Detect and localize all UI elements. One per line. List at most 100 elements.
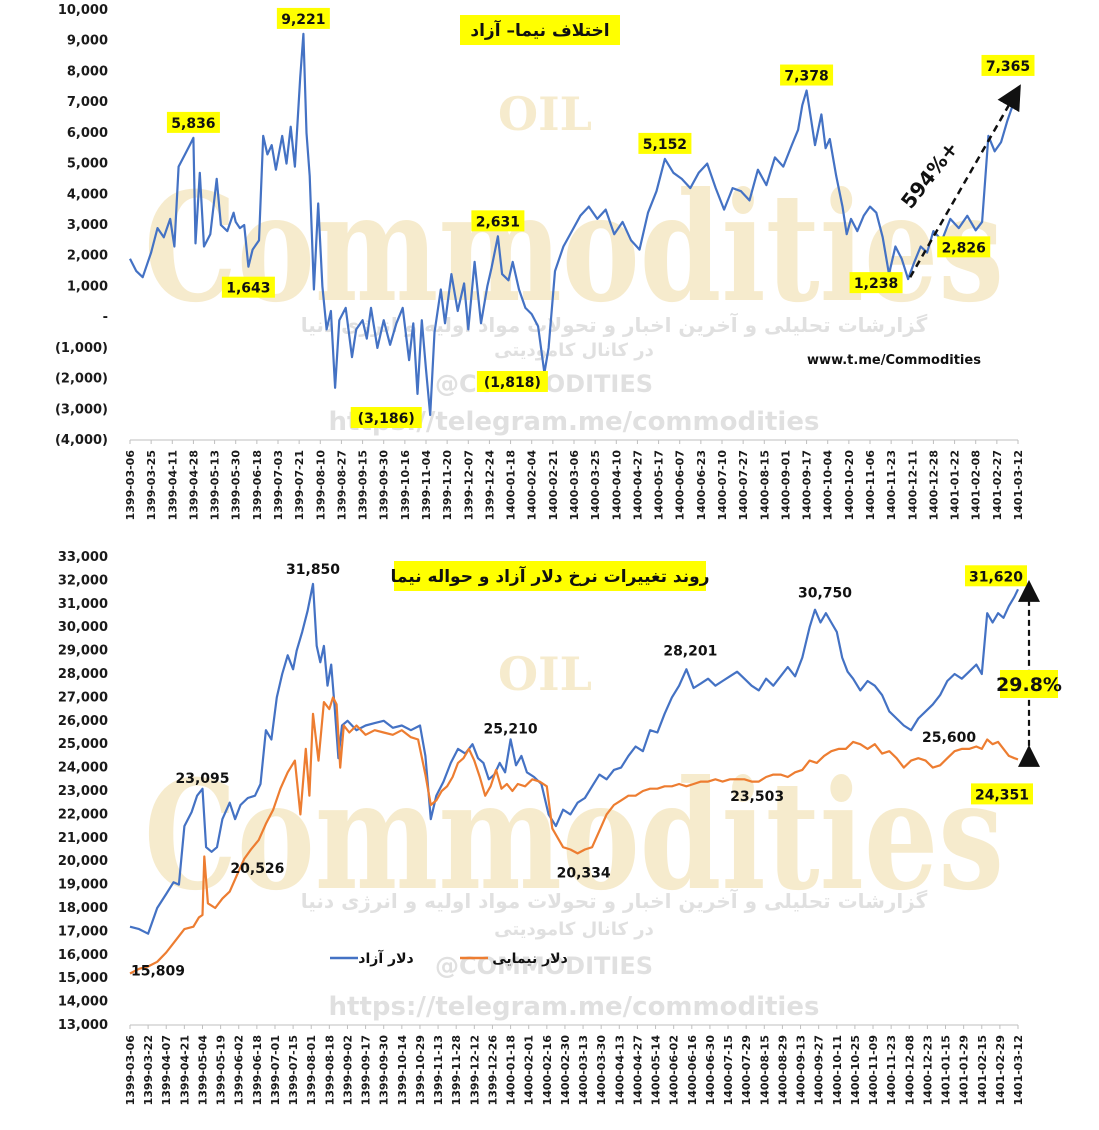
- x-tick-label: 1400-02-01: [523, 1035, 536, 1105]
- x-tick-label: 1401-01-22: [949, 450, 962, 520]
- watermark-persian-line1: گزارشات تحلیلی و آخرین اخبار و تحولات مو…: [301, 888, 928, 913]
- x-tick-label: 1401-01-29: [958, 1035, 971, 1105]
- x-tick-label: 1400-05-14: [650, 1035, 663, 1106]
- x-tick-label: 1400-06-02: [668, 1035, 681, 1105]
- x-tick-label: 1400-11-23: [885, 450, 898, 520]
- watermark-brand: Commodities: [144, 160, 1004, 336]
- y-tick-label: 20,000: [58, 854, 108, 869]
- x-tick-label: 1400-10-20: [843, 450, 856, 521]
- x-tick-label: 1399-11-20: [441, 450, 454, 521]
- annotation-label: 5,152: [643, 137, 687, 153]
- x-tick-label: 1400-11-09: [867, 1035, 880, 1105]
- y-tick-label: (1,000): [55, 341, 108, 356]
- annotation-label: 1,238: [854, 276, 898, 292]
- x-tick-label: 1400-02-04: [526, 450, 539, 521]
- x-tick-label: 1399-05-04: [196, 1035, 209, 1106]
- annotation-label: 20,334: [557, 865, 611, 881]
- x-tick-label: 1400-09-01: [779, 450, 792, 520]
- x-tick-label: 1399-10-29: [414, 1035, 427, 1105]
- watermark-brand: Commodities: [144, 748, 1004, 924]
- x-axis: 1399-03-06 1399-03-22 1399-04-07 1399-04-21…: [124, 1025, 1025, 1105]
- series-line-2: [129, 696, 1019, 975]
- annotation-label: 7,365: [986, 59, 1030, 75]
- y-tick-label: 25,000: [58, 737, 108, 752]
- x-tick-label: 1399-05-19: [215, 1035, 228, 1105]
- x-tick-label: 1400-03-25: [589, 450, 602, 520]
- y-tick-label: 19,000: [58, 878, 108, 893]
- chart-title: اختلاف نیما– آزاد: [470, 19, 609, 41]
- x-tick-label: 1400-10-25: [849, 1035, 862, 1105]
- annotation-label: 23,503: [730, 789, 784, 805]
- x-tick-label: 1400-04-10: [610, 450, 623, 521]
- annotation-label: 25,600: [922, 730, 976, 746]
- series-line-1: [129, 32, 1020, 417]
- annotation-label: 30,750: [798, 586, 852, 602]
- y-tick-label: 31,000: [58, 597, 108, 612]
- y-tick-label: 28,000: [58, 667, 108, 682]
- x-tick-label: 1399-11-28: [450, 1035, 463, 1105]
- watermark-oil-sign: OIL: [498, 87, 592, 141]
- annotation-box: [971, 783, 1033, 805]
- x-tick-label: 1400-03-06: [568, 450, 581, 521]
- x-tick-label: 1399-07-15: [287, 1035, 300, 1105]
- y-tick-label: 1,000: [67, 279, 108, 294]
- x-tick-label: 1400-10-04: [822, 450, 835, 521]
- y-tick-label: 5,000: [67, 157, 108, 172]
- annotation-box: [166, 111, 220, 133]
- y-tick-label: 6,000: [67, 126, 108, 141]
- x-tick-label: 1399-03-06: [124, 450, 137, 521]
- y-tick-label: 29,000: [58, 644, 108, 659]
- y-tick-label: 30,000: [58, 620, 108, 635]
- annotation-box: [849, 272, 903, 294]
- x-tick-label: 1399-11-13: [432, 1035, 445, 1105]
- x-tick-label: 1400-04-27: [631, 450, 644, 520]
- x-tick-label: 1399-03-25: [145, 450, 158, 520]
- x-tick-label: 1399-11-04: [420, 450, 433, 521]
- x-tick-label: 1401-02-08: [970, 450, 983, 520]
- y-tick-label: 2,000: [67, 249, 108, 264]
- x-axis: 1399-03-06 1399-03-25 1399-04-11 1399-04-28…: [124, 440, 1025, 520]
- annotation-label: 2,826: [942, 240, 986, 256]
- x-tick-label: 1400-06-07: [674, 450, 687, 520]
- x-tick-label: 1400-12-11: [906, 450, 919, 520]
- legend-label-nima: دلار نیمایی: [492, 951, 568, 967]
- x-tick-label: 1399-04-21: [178, 1035, 191, 1105]
- y-tick-label: (4,000): [55, 433, 108, 448]
- y-tick-label: 7,000: [67, 95, 108, 110]
- annotation-box: [471, 210, 525, 232]
- y-tick-label: 22,000: [58, 807, 108, 822]
- x-tick-label: 1400-07-10: [716, 450, 729, 521]
- annotation-label: (3,186): [358, 411, 415, 427]
- y-tick-label: 3,000: [67, 218, 108, 233]
- y-tick-label: 26,000: [58, 714, 108, 729]
- x-tick-label: 1399-03-06: [124, 1035, 137, 1106]
- x-tick-label: 1400-07-27: [737, 450, 750, 520]
- x-tick-label: 1400-12-28: [927, 450, 940, 520]
- x-tick-label: 1399-03-22: [142, 1035, 155, 1105]
- y-tick-label: 27,000: [58, 690, 108, 705]
- annotations: 15,809 23,095 20,526 31,850 25,210 20,334 28,2…: [131, 562, 1033, 979]
- x-tick-label: 1399-08-10: [314, 450, 327, 521]
- x-tick-label: 1400-01-18: [505, 450, 518, 520]
- y-tick-label: 9,000: [67, 34, 108, 49]
- x-tick-label: 1399-04-07: [160, 1035, 173, 1105]
- x-tick-label: 1400-06-30: [704, 1035, 717, 1106]
- annotation-label: 25,210: [484, 721, 538, 737]
- x-tick-label: 1399-10-14: [396, 1035, 409, 1106]
- y-tick-label: 32,000: [58, 573, 108, 588]
- annotation-box: [476, 370, 548, 392]
- annotation-box: [276, 7, 330, 29]
- x-tick-label: 1400-10-11: [831, 1035, 844, 1105]
- y-tick-label: 33,000: [58, 550, 108, 565]
- annotation-label: 31,620: [969, 569, 1023, 585]
- x-tick-label: 1400-07-29: [740, 1035, 753, 1105]
- x-tick-label: 1399-12-12: [468, 1035, 481, 1105]
- annotation-label: 1,643: [226, 281, 270, 297]
- y-tick-label: 14,000: [58, 995, 108, 1010]
- watermark-persian-line2: در کانال کامودیتی: [494, 340, 654, 361]
- x-tick-label: 1400-01-18: [505, 1035, 518, 1105]
